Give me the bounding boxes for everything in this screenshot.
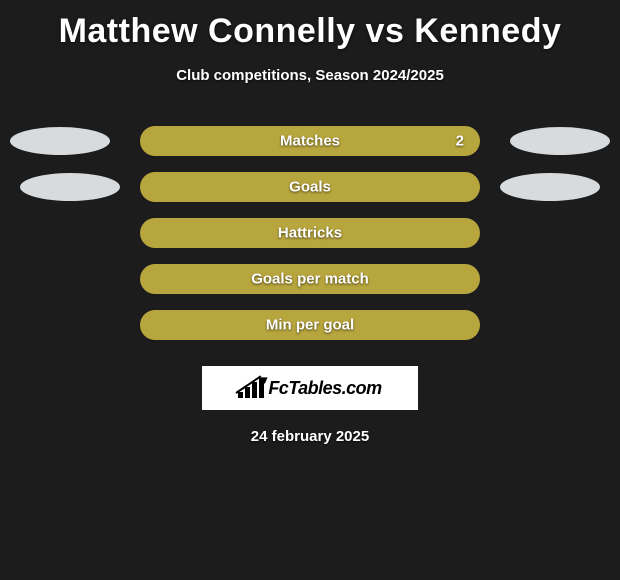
- metric-row-hattricks: Hattricks: [0, 210, 620, 256]
- metric-bar: Goals: [140, 172, 480, 202]
- bars-chart-arrow-icon: [238, 378, 264, 398]
- metric-row-matches: Matches 2: [0, 118, 620, 164]
- metric-bar: Min per goal: [140, 310, 480, 340]
- metric-label: Goals: [140, 179, 480, 196]
- metric-value-right: 2: [456, 133, 464, 150]
- metric-label: Min per goal: [140, 317, 480, 334]
- metric-bar: Hattricks: [140, 218, 480, 248]
- branding-inner: FcTables.com: [238, 378, 381, 399]
- metric-bar: Goals per match: [140, 264, 480, 294]
- comparison-chart: Matches 2 Goals Hattricks Goals per matc…: [0, 118, 620, 348]
- player-left-marker: [20, 173, 120, 201]
- footer-date: 24 february 2025: [0, 428, 620, 445]
- metric-label: Hattricks: [140, 225, 480, 242]
- player-right-marker: [500, 173, 600, 201]
- metric-bar: Matches 2: [140, 126, 480, 156]
- player-left-marker: [10, 127, 110, 155]
- metric-row-goals: Goals: [0, 164, 620, 210]
- page-subtitle: Club competitions, Season 2024/2025: [0, 67, 620, 84]
- page-title: Matthew Connelly vs Kennedy: [0, 0, 620, 51]
- metric-label: Matches: [140, 133, 480, 150]
- metric-label: Goals per match: [140, 271, 480, 288]
- branding-box: FcTables.com: [202, 366, 418, 410]
- player-right-marker: [510, 127, 610, 155]
- branding-text: FcTables.com: [268, 378, 381, 399]
- metric-row-goals-per-match: Goals per match: [0, 256, 620, 302]
- metric-row-min-per-goal: Min per goal: [0, 302, 620, 348]
